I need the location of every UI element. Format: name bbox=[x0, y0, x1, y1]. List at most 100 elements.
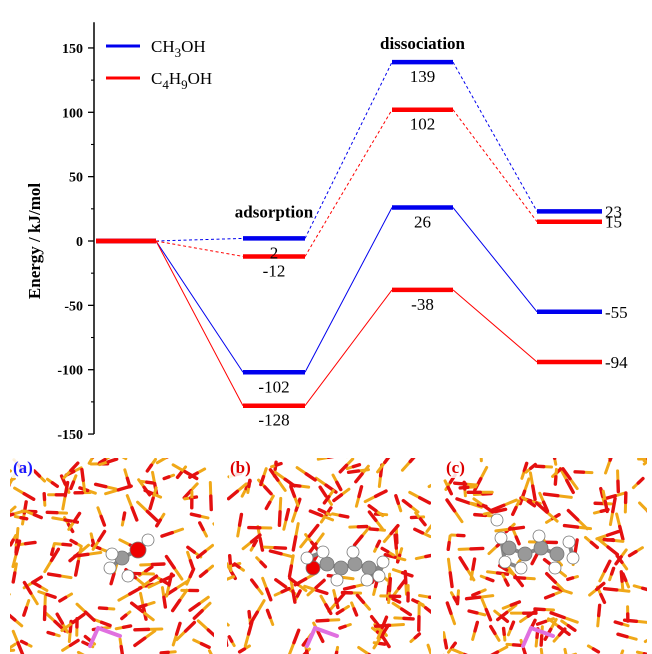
o-bond bbox=[11, 571, 17, 584]
o-bond bbox=[71, 612, 86, 625]
o-bond bbox=[450, 641, 457, 650]
si-bond bbox=[170, 527, 185, 535]
o-bond bbox=[99, 514, 107, 527]
o-bond bbox=[182, 489, 193, 500]
solid-connector bbox=[155, 240, 244, 406]
si-bond bbox=[139, 591, 145, 608]
o-bond bbox=[543, 593, 555, 600]
o-bond bbox=[471, 557, 477, 571]
o-bond bbox=[373, 489, 388, 499]
o-bond bbox=[280, 586, 291, 594]
zeolite-framework-image bbox=[227, 458, 431, 654]
si-bond bbox=[196, 619, 210, 632]
o-bond bbox=[295, 589, 302, 598]
o-bond bbox=[192, 609, 204, 620]
o-bond bbox=[413, 632, 422, 640]
o-bond bbox=[566, 623, 577, 632]
molecule-atom bbox=[562, 535, 576, 549]
molecule-atom bbox=[129, 541, 147, 559]
data-label: -94 bbox=[605, 353, 628, 372]
o-bond bbox=[109, 572, 116, 586]
structure-panel-b: (b) bbox=[227, 458, 431, 654]
si-bond bbox=[81, 478, 87, 493]
o-bond bbox=[63, 480, 70, 498]
si-bond bbox=[178, 588, 189, 602]
molecule-atom bbox=[330, 573, 344, 587]
si-bond bbox=[487, 544, 499, 556]
o-bond bbox=[351, 463, 362, 469]
si-bond bbox=[374, 518, 384, 531]
y-axis-title: Energy / kJ/mol bbox=[25, 183, 44, 299]
molecule-atom bbox=[346, 545, 360, 559]
si-bond bbox=[360, 525, 371, 538]
o-bond bbox=[249, 578, 259, 589]
molecule-atom bbox=[566, 551, 580, 565]
o-bond bbox=[252, 539, 259, 548]
o-bond bbox=[99, 620, 112, 628]
si-bond bbox=[75, 602, 88, 614]
si-bond bbox=[556, 494, 573, 499]
y-tick-label: -50 bbox=[64, 299, 83, 314]
molecule-atom bbox=[105, 547, 119, 561]
o-bond bbox=[640, 586, 647, 592]
si-bond bbox=[243, 632, 251, 648]
y-tick-label: 100 bbox=[62, 106, 83, 121]
data-label: 15 bbox=[605, 213, 622, 232]
o-bond bbox=[335, 608, 345, 616]
si-bond bbox=[295, 466, 308, 476]
panel-label-b: (b) bbox=[229, 458, 252, 478]
o-bond bbox=[417, 495, 431, 505]
o-bond bbox=[541, 500, 550, 513]
o-bond bbox=[335, 480, 343, 492]
o-bond bbox=[542, 492, 560, 498]
si-bond bbox=[562, 616, 579, 624]
o-bond bbox=[603, 499, 609, 514]
o-bond bbox=[471, 590, 481, 597]
o-bond bbox=[400, 571, 414, 578]
o-bond bbox=[467, 609, 479, 615]
o-bond bbox=[380, 615, 389, 630]
o-bond bbox=[545, 571, 558, 584]
o-bond bbox=[522, 461, 529, 473]
dashed-connector bbox=[452, 61, 538, 212]
o-bond bbox=[509, 600, 522, 607]
o-bond bbox=[383, 552, 397, 559]
solid-connector bbox=[452, 289, 538, 363]
si-bond bbox=[15, 527, 20, 542]
o-bond bbox=[334, 592, 346, 605]
o-bond bbox=[189, 512, 202, 518]
molecule-atom bbox=[103, 561, 117, 575]
o-bond bbox=[534, 501, 549, 514]
o-bond bbox=[227, 489, 240, 501]
o-bond bbox=[464, 595, 482, 601]
o-bond bbox=[119, 644, 125, 654]
o-bond bbox=[106, 458, 119, 464]
si-bond bbox=[200, 601, 212, 613]
si-bond bbox=[357, 646, 371, 654]
o-bond bbox=[292, 628, 301, 645]
o-bond bbox=[458, 485, 470, 490]
o-bond bbox=[145, 509, 159, 523]
o-bond bbox=[148, 574, 159, 583]
o-bond bbox=[342, 585, 356, 591]
dashed-connector bbox=[155, 240, 244, 257]
o-bond bbox=[603, 494, 617, 501]
si-bond bbox=[290, 508, 298, 523]
o-bond bbox=[352, 534, 364, 547]
o-bond bbox=[121, 511, 127, 521]
si-bond bbox=[43, 558, 54, 574]
si-bond bbox=[377, 624, 388, 637]
o-bond bbox=[45, 592, 57, 599]
o-bond bbox=[198, 569, 209, 578]
si-bond bbox=[382, 532, 393, 543]
o-bond bbox=[402, 616, 415, 621]
o-bond bbox=[128, 586, 143, 596]
si-bond bbox=[235, 482, 248, 493]
o-bond bbox=[338, 624, 347, 630]
o-bond bbox=[69, 480, 76, 491]
o-bond bbox=[596, 603, 602, 618]
o-bond bbox=[595, 581, 606, 591]
o-bond bbox=[125, 476, 132, 489]
o-bond bbox=[602, 586, 619, 592]
o-bond bbox=[233, 562, 241, 569]
